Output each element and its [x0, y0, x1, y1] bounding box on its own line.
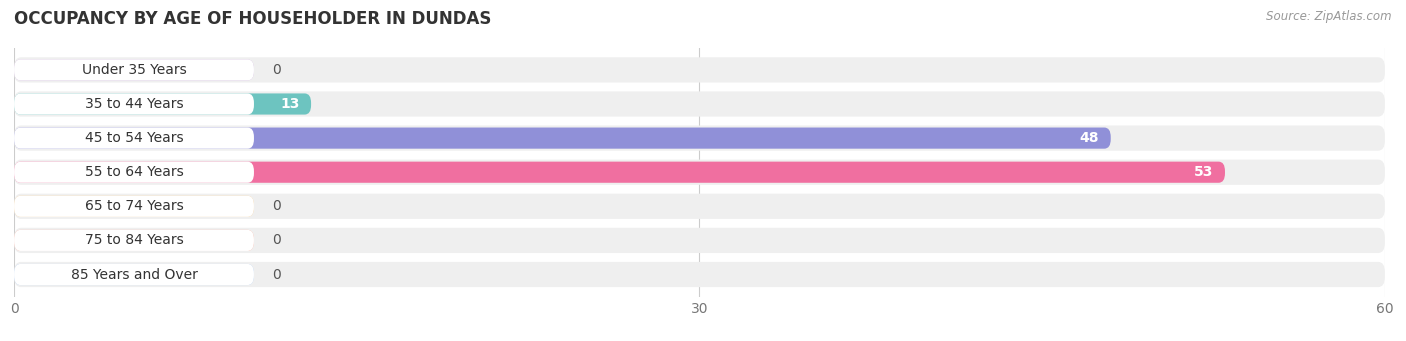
FancyBboxPatch shape: [14, 57, 1385, 83]
FancyBboxPatch shape: [14, 262, 1385, 287]
FancyBboxPatch shape: [14, 128, 254, 149]
Text: 53: 53: [1194, 165, 1213, 179]
Text: 0: 0: [273, 63, 281, 77]
FancyBboxPatch shape: [14, 264, 254, 285]
FancyBboxPatch shape: [14, 93, 311, 115]
FancyBboxPatch shape: [14, 264, 254, 285]
FancyBboxPatch shape: [14, 196, 254, 217]
Text: 0: 0: [273, 233, 281, 248]
FancyBboxPatch shape: [14, 93, 254, 115]
Text: OCCUPANCY BY AGE OF HOUSEHOLDER IN DUNDAS: OCCUPANCY BY AGE OF HOUSEHOLDER IN DUNDA…: [14, 10, 492, 28]
Text: 65 to 74 Years: 65 to 74 Years: [84, 199, 183, 213]
FancyBboxPatch shape: [14, 230, 254, 251]
FancyBboxPatch shape: [14, 125, 1385, 151]
Text: 48: 48: [1080, 131, 1099, 145]
Text: 13: 13: [280, 97, 299, 111]
FancyBboxPatch shape: [14, 230, 254, 251]
Text: 45 to 54 Years: 45 to 54 Years: [84, 131, 183, 145]
Text: 35 to 44 Years: 35 to 44 Years: [84, 97, 183, 111]
Text: 85 Years and Over: 85 Years and Over: [70, 267, 197, 282]
FancyBboxPatch shape: [14, 91, 1385, 117]
FancyBboxPatch shape: [14, 162, 1225, 183]
Text: 0: 0: [273, 267, 281, 282]
FancyBboxPatch shape: [14, 128, 1111, 149]
FancyBboxPatch shape: [14, 194, 1385, 219]
Text: 0: 0: [273, 199, 281, 213]
FancyBboxPatch shape: [14, 59, 254, 80]
Text: 75 to 84 Years: 75 to 84 Years: [84, 233, 183, 248]
FancyBboxPatch shape: [14, 228, 1385, 253]
FancyBboxPatch shape: [14, 160, 1385, 185]
FancyBboxPatch shape: [14, 196, 254, 217]
Text: Under 35 Years: Under 35 Years: [82, 63, 187, 77]
Text: Source: ZipAtlas.com: Source: ZipAtlas.com: [1267, 10, 1392, 23]
FancyBboxPatch shape: [14, 162, 254, 183]
Text: 55 to 64 Years: 55 to 64 Years: [84, 165, 183, 179]
FancyBboxPatch shape: [14, 59, 254, 80]
